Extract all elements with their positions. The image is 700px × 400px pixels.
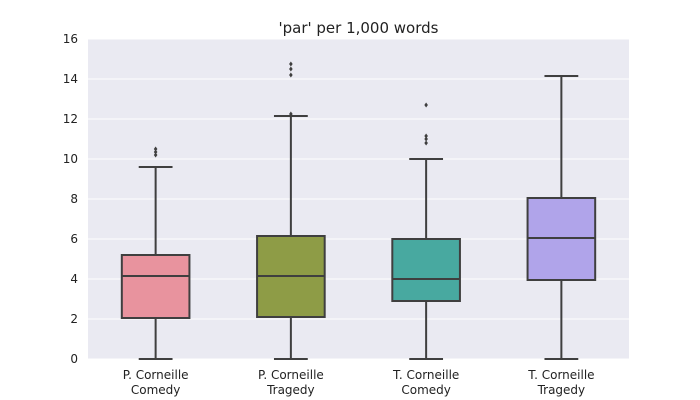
outlier-point [424, 136, 428, 142]
box-iqr [391, 238, 461, 302]
y-axis-ticks: 0 2 4 6 8 10 12 14 16 [63, 32, 78, 366]
outlier-point [424, 102, 428, 108]
x-tick-label-line2: Tragedy [537, 383, 586, 397]
y-tick-label: 14 [63, 72, 78, 86]
y-tick-label: 4 [70, 272, 78, 286]
outlier-point [289, 61, 293, 67]
outlier-point [424, 140, 428, 146]
x-tick-label-line2: Comedy [131, 383, 181, 397]
y-tick-label: 12 [63, 112, 78, 126]
outlier-point [289, 72, 293, 78]
box-group [256, 61, 326, 360]
y-tick-label: 2 [70, 312, 78, 326]
x-tick-label-line1: T. Corneille [527, 368, 594, 382]
chart-title: 'par' per 1,000 words [279, 19, 439, 37]
y-tick-label: 16 [63, 32, 78, 46]
box-group [391, 102, 461, 360]
outlier-point [289, 66, 293, 72]
x-tick-label-line2: Tragedy [266, 383, 315, 397]
y-tick-label: 6 [70, 232, 78, 246]
outlier-point [153, 152, 158, 158]
x-tick-label-line1: P. Corneille [123, 368, 189, 382]
box-group [120, 146, 191, 360]
x-tick-label-line1: T. Corneille [392, 368, 459, 382]
x-tick-label-line1: P. Corneille [258, 368, 324, 382]
box-group [526, 75, 597, 360]
x-tick-label-line2: Comedy [401, 383, 451, 397]
outlier-point [153, 146, 158, 152]
y-tick-label: 10 [63, 152, 78, 166]
y-tick-label: 0 [70, 352, 78, 366]
box-iqr [120, 254, 191, 319]
y-tick-label: 8 [70, 192, 78, 206]
outlier-point [424, 133, 428, 139]
outlier-point [289, 111, 293, 117]
outlier-point [153, 149, 158, 155]
boxes [120, 61, 597, 360]
